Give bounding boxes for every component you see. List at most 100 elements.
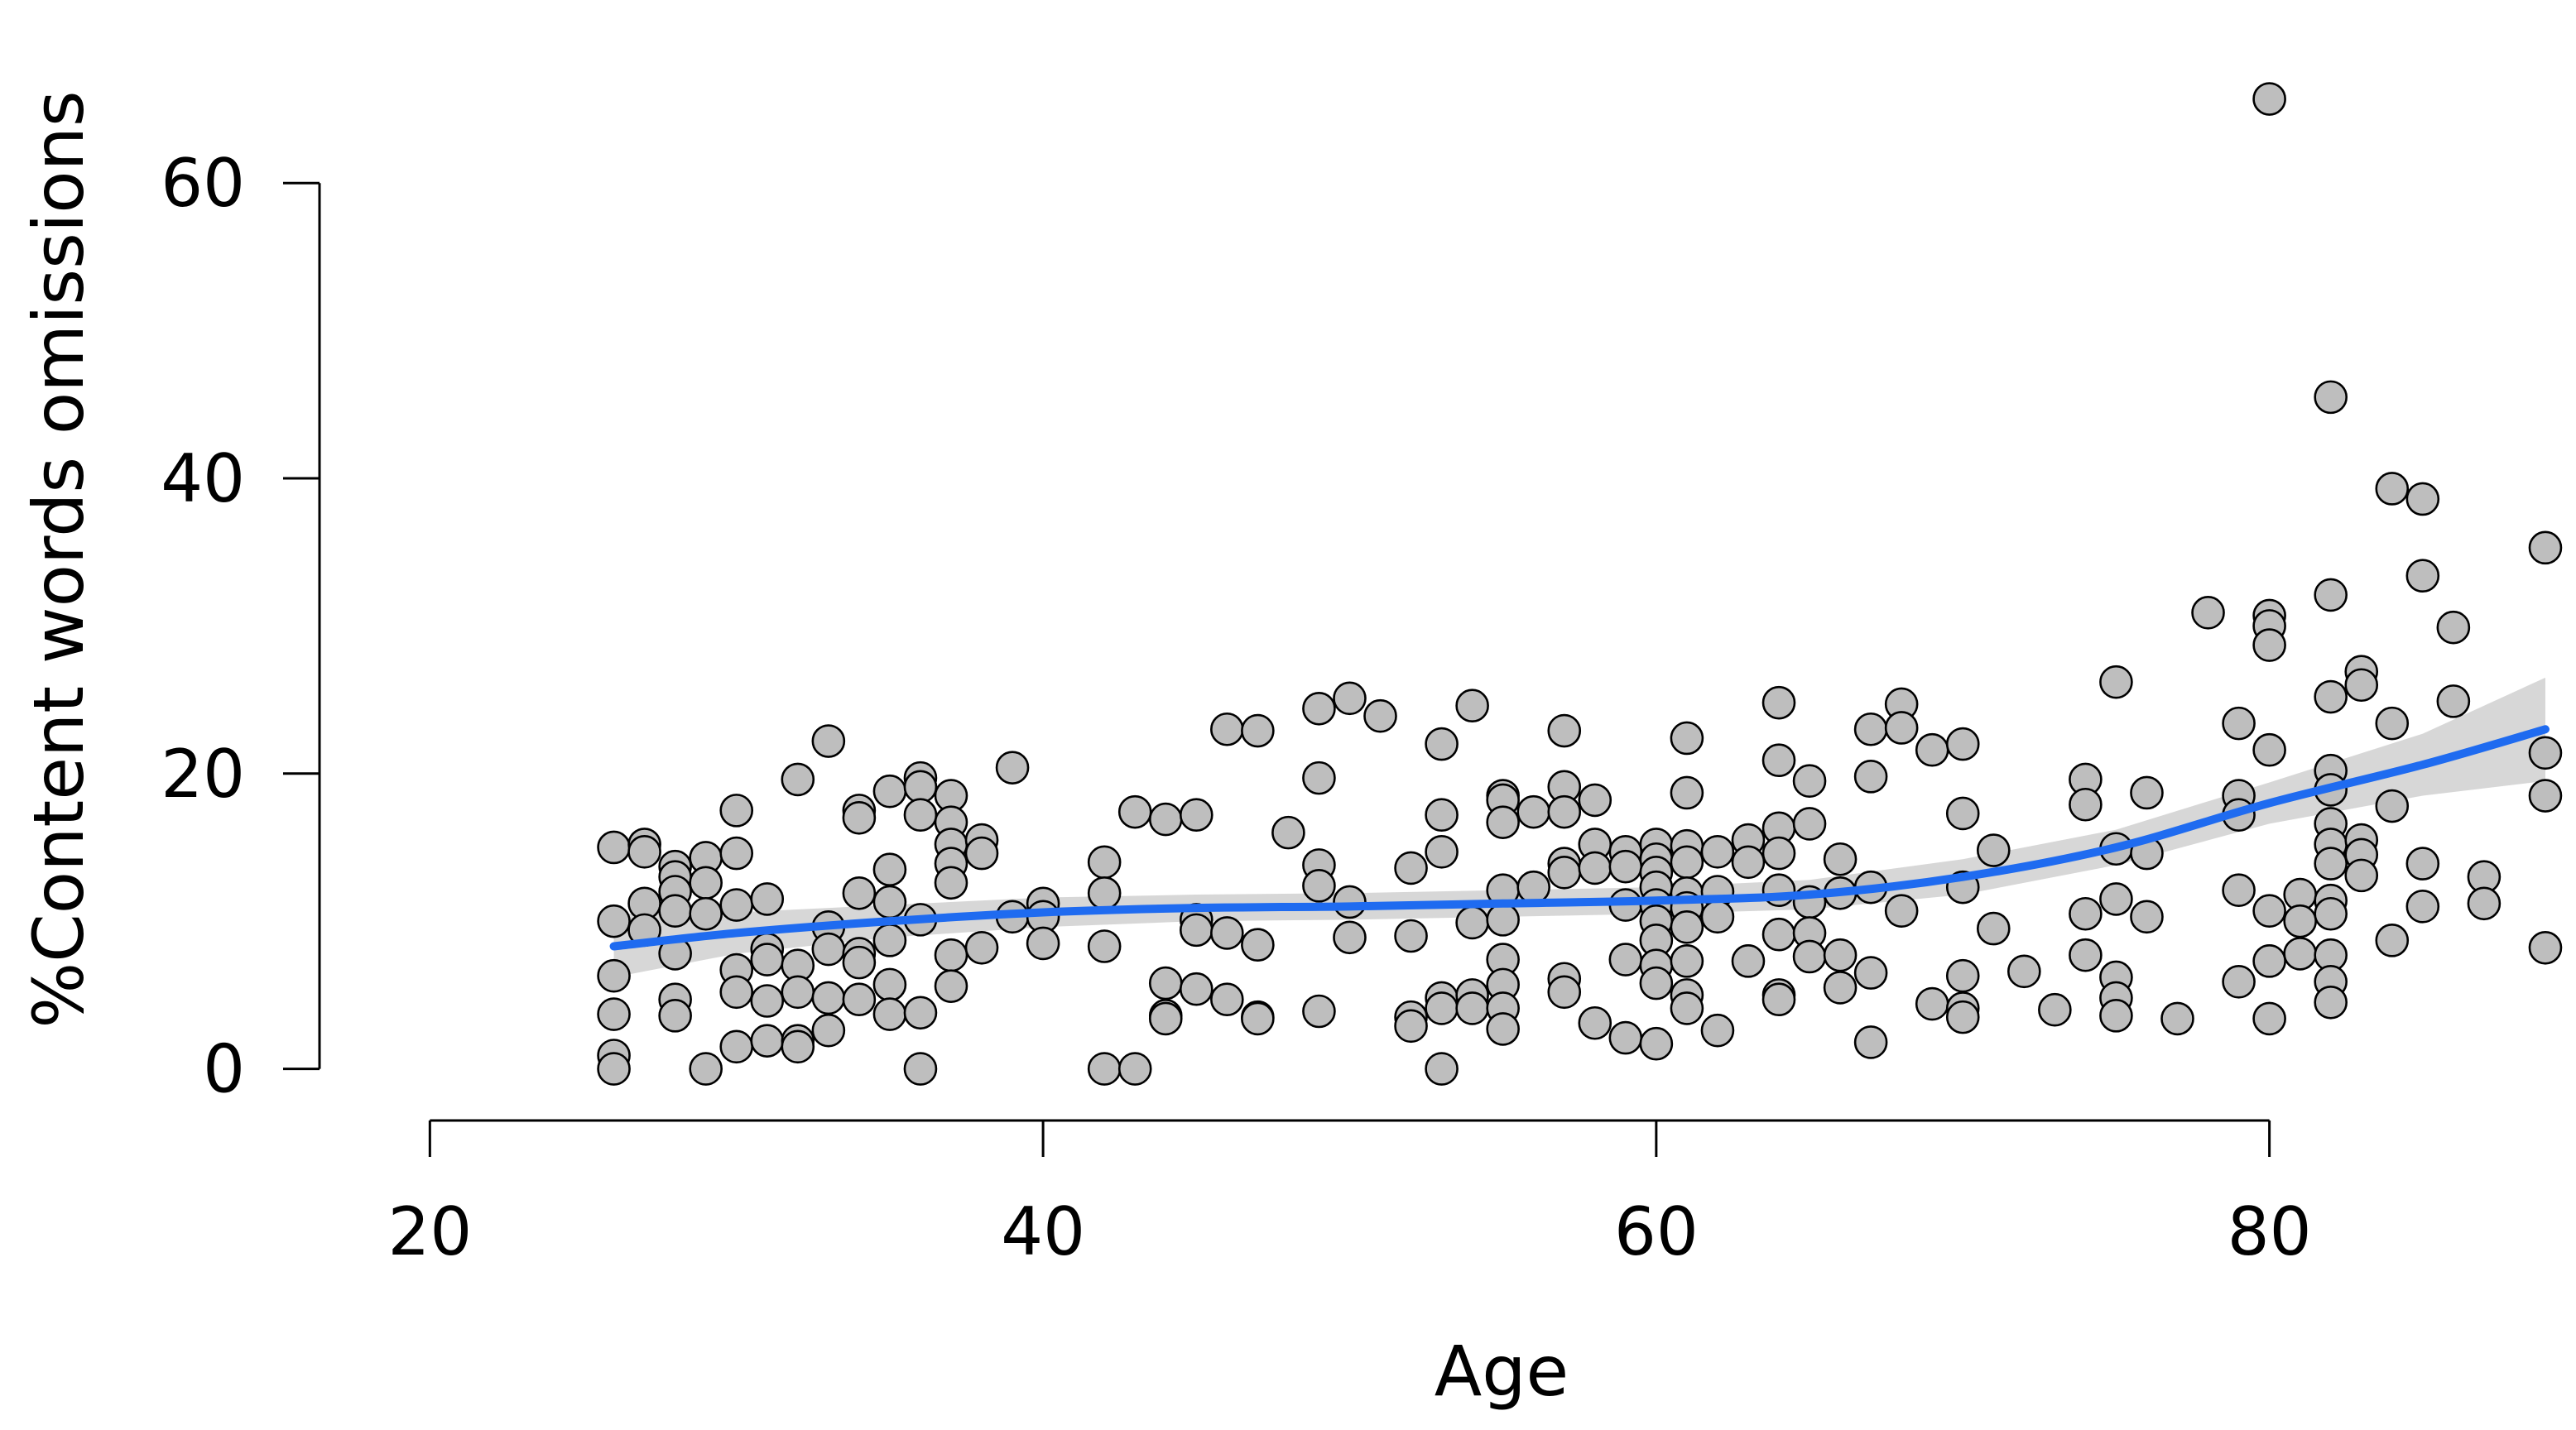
y-tick-label: 60: [161, 145, 245, 222]
point: [1945, 1000, 1980, 1034]
point: [1425, 991, 1459, 1025]
point: [872, 997, 907, 1031]
point: [1394, 851, 1428, 885]
point: [872, 885, 907, 919]
point: [1394, 919, 1428, 953]
point: [934, 969, 968, 1003]
point: [1363, 698, 1397, 733]
point: [750, 1024, 785, 1058]
point: [597, 1052, 631, 1086]
point: [1547, 975, 1582, 1010]
point: [1394, 1009, 1428, 1044]
point: [2405, 890, 2440, 924]
point: [842, 982, 877, 1017]
point: [1731, 944, 1766, 978]
point: [872, 774, 907, 809]
point: [1578, 783, 1612, 818]
point: [1823, 842, 1858, 876]
point: [2344, 668, 2379, 703]
point: [811, 932, 846, 967]
point: [903, 770, 938, 804]
point: [1241, 1001, 1275, 1036]
point: [1670, 910, 1704, 944]
point: [872, 852, 907, 887]
point: [2528, 736, 2563, 770]
point: [934, 866, 968, 900]
point: [2405, 847, 2440, 881]
point: [2375, 924, 2410, 957]
point: [1608, 849, 1643, 884]
y-axis-label: %Content words omissions: [18, 90, 99, 1028]
point: [2314, 847, 2348, 881]
point: [2314, 380, 2348, 415]
point: [1026, 926, 1060, 961]
point: [2375, 789, 2410, 823]
point: [1639, 1026, 1674, 1061]
point: [842, 945, 877, 980]
point: [781, 1029, 815, 1064]
point: [2252, 1001, 2286, 1036]
point: [811, 981, 846, 1015]
point: [1087, 845, 1122, 880]
point: [1823, 938, 1858, 972]
point: [1670, 775, 1704, 810]
point: [750, 984, 785, 1018]
point: [1302, 761, 1336, 795]
point: [750, 943, 785, 977]
point: [903, 996, 938, 1030]
point: [2099, 882, 2133, 916]
point: [2130, 900, 2164, 934]
point: [1761, 685, 1796, 720]
point: [1976, 911, 2011, 946]
point: [1915, 986, 1949, 1021]
x-tick-label: 60: [1614, 1193, 1699, 1270]
point: [811, 724, 846, 758]
point: [1608, 1020, 1643, 1055]
point: [689, 866, 723, 900]
point: [597, 830, 631, 865]
point: [2099, 665, 2133, 699]
point: [1578, 851, 1612, 885]
point: [1976, 833, 2011, 867]
point: [1486, 903, 1520, 937]
point: [1179, 972, 1214, 1006]
point: [1302, 994, 1336, 1029]
point: [2405, 559, 2440, 593]
point: [1761, 836, 1796, 871]
point: [1087, 1052, 1122, 1086]
point: [1761, 743, 1796, 778]
point: [2191, 596, 2225, 630]
point: [2528, 530, 2563, 565]
x-tick-label: 40: [1001, 1193, 1085, 1270]
point: [1670, 944, 1704, 978]
point: [1945, 727, 1980, 761]
point: [1117, 794, 1152, 829]
point: [872, 967, 907, 1002]
point: [1670, 721, 1704, 756]
point: [2314, 896, 2348, 931]
point: [1425, 835, 1459, 869]
point: [2099, 999, 2133, 1033]
point: [1853, 712, 1888, 746]
point: [1425, 798, 1459, 833]
point: [995, 751, 1030, 785]
point: [1700, 1013, 1735, 1048]
point: [2283, 904, 2317, 938]
point: [1241, 713, 1275, 748]
point: [1700, 900, 1735, 934]
point: [2436, 610, 2471, 645]
point: [2405, 482, 2440, 516]
point: [1792, 807, 1827, 841]
x-tick-label: 80: [2228, 1193, 2312, 1270]
point: [1302, 869, 1336, 903]
point: [627, 835, 661, 869]
point: [2314, 578, 2348, 612]
point: [1148, 1001, 1183, 1036]
point: [1853, 1025, 1888, 1059]
point: [2069, 787, 2103, 822]
point: [1333, 885, 1367, 919]
point: [1179, 913, 1214, 948]
point: [1271, 815, 1305, 850]
point: [1210, 982, 1244, 1017]
point: [872, 924, 907, 957]
